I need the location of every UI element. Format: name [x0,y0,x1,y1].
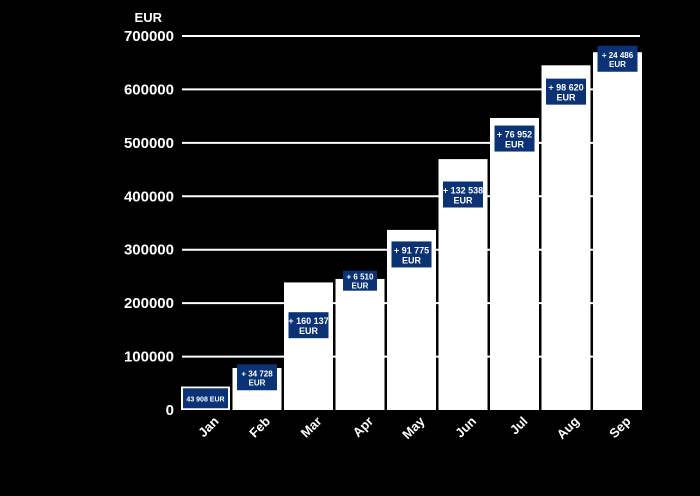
x-tick-label: May [399,413,428,442]
y-axis-unit-label: EUR [135,10,163,25]
data-label: + 24 486 EUR [602,51,634,69]
y-tick-label: 700000 [124,28,174,45]
data-label: + 76 952 EUR [497,130,532,150]
x-tick-label: Jun [452,413,479,440]
x-tick-label: Aug [554,413,583,442]
data-label-box [237,364,277,391]
data-label-box [183,388,228,409]
data-label: + 91 775 EUR [394,245,429,265]
data-label: + 160 137 EUR [288,316,328,336]
data-label: + 98 620 EUR [548,83,583,103]
data-label: + 6 510 EUR [347,273,374,291]
data-label-box [443,181,483,208]
data-label-box [597,45,638,72]
bar [541,65,591,410]
y-tick-label: 400000 [124,188,174,205]
bar [490,117,539,410]
data-label-box [343,270,377,291]
x-tick-label: Jan [195,413,221,439]
y-tick-label: 100000 [124,349,174,366]
y-tick-label: 200000 [124,295,174,312]
y-tick-label: 600000 [124,81,174,98]
data-label: + 34 728 EUR [241,369,273,387]
y-tick-label: 0 [166,402,174,419]
bar [335,278,385,410]
bar [284,282,333,410]
x-axis: Jan Feb Mar Apr May Jun Jul Aug Sep [195,413,633,442]
data-label: + 132 538 EUR [443,186,483,206]
x-tick-label: Sep [606,413,634,441]
x-tick-label: Jul [507,414,531,438]
data-label-box [546,78,586,105]
y-tick-label: 500000 [124,135,174,152]
y-axis: 0 100000 200000 300000 400000 500000 600000 700… [124,28,174,419]
data-label: 43 908 EUR [186,396,224,403]
x-tick-label: Feb [246,413,273,440]
data-label-box [288,312,329,339]
x-tick-label: Mar [298,414,325,441]
data-label-box [391,241,432,268]
bar [593,52,642,410]
y-tick-label: 300000 [124,242,174,259]
data-labels: 43 908 EUR + 34 728 EUR + 160 137 EUR + 6 510… [183,45,638,409]
x-tick-label: Apr [350,414,376,440]
data-label-box [494,125,535,152]
